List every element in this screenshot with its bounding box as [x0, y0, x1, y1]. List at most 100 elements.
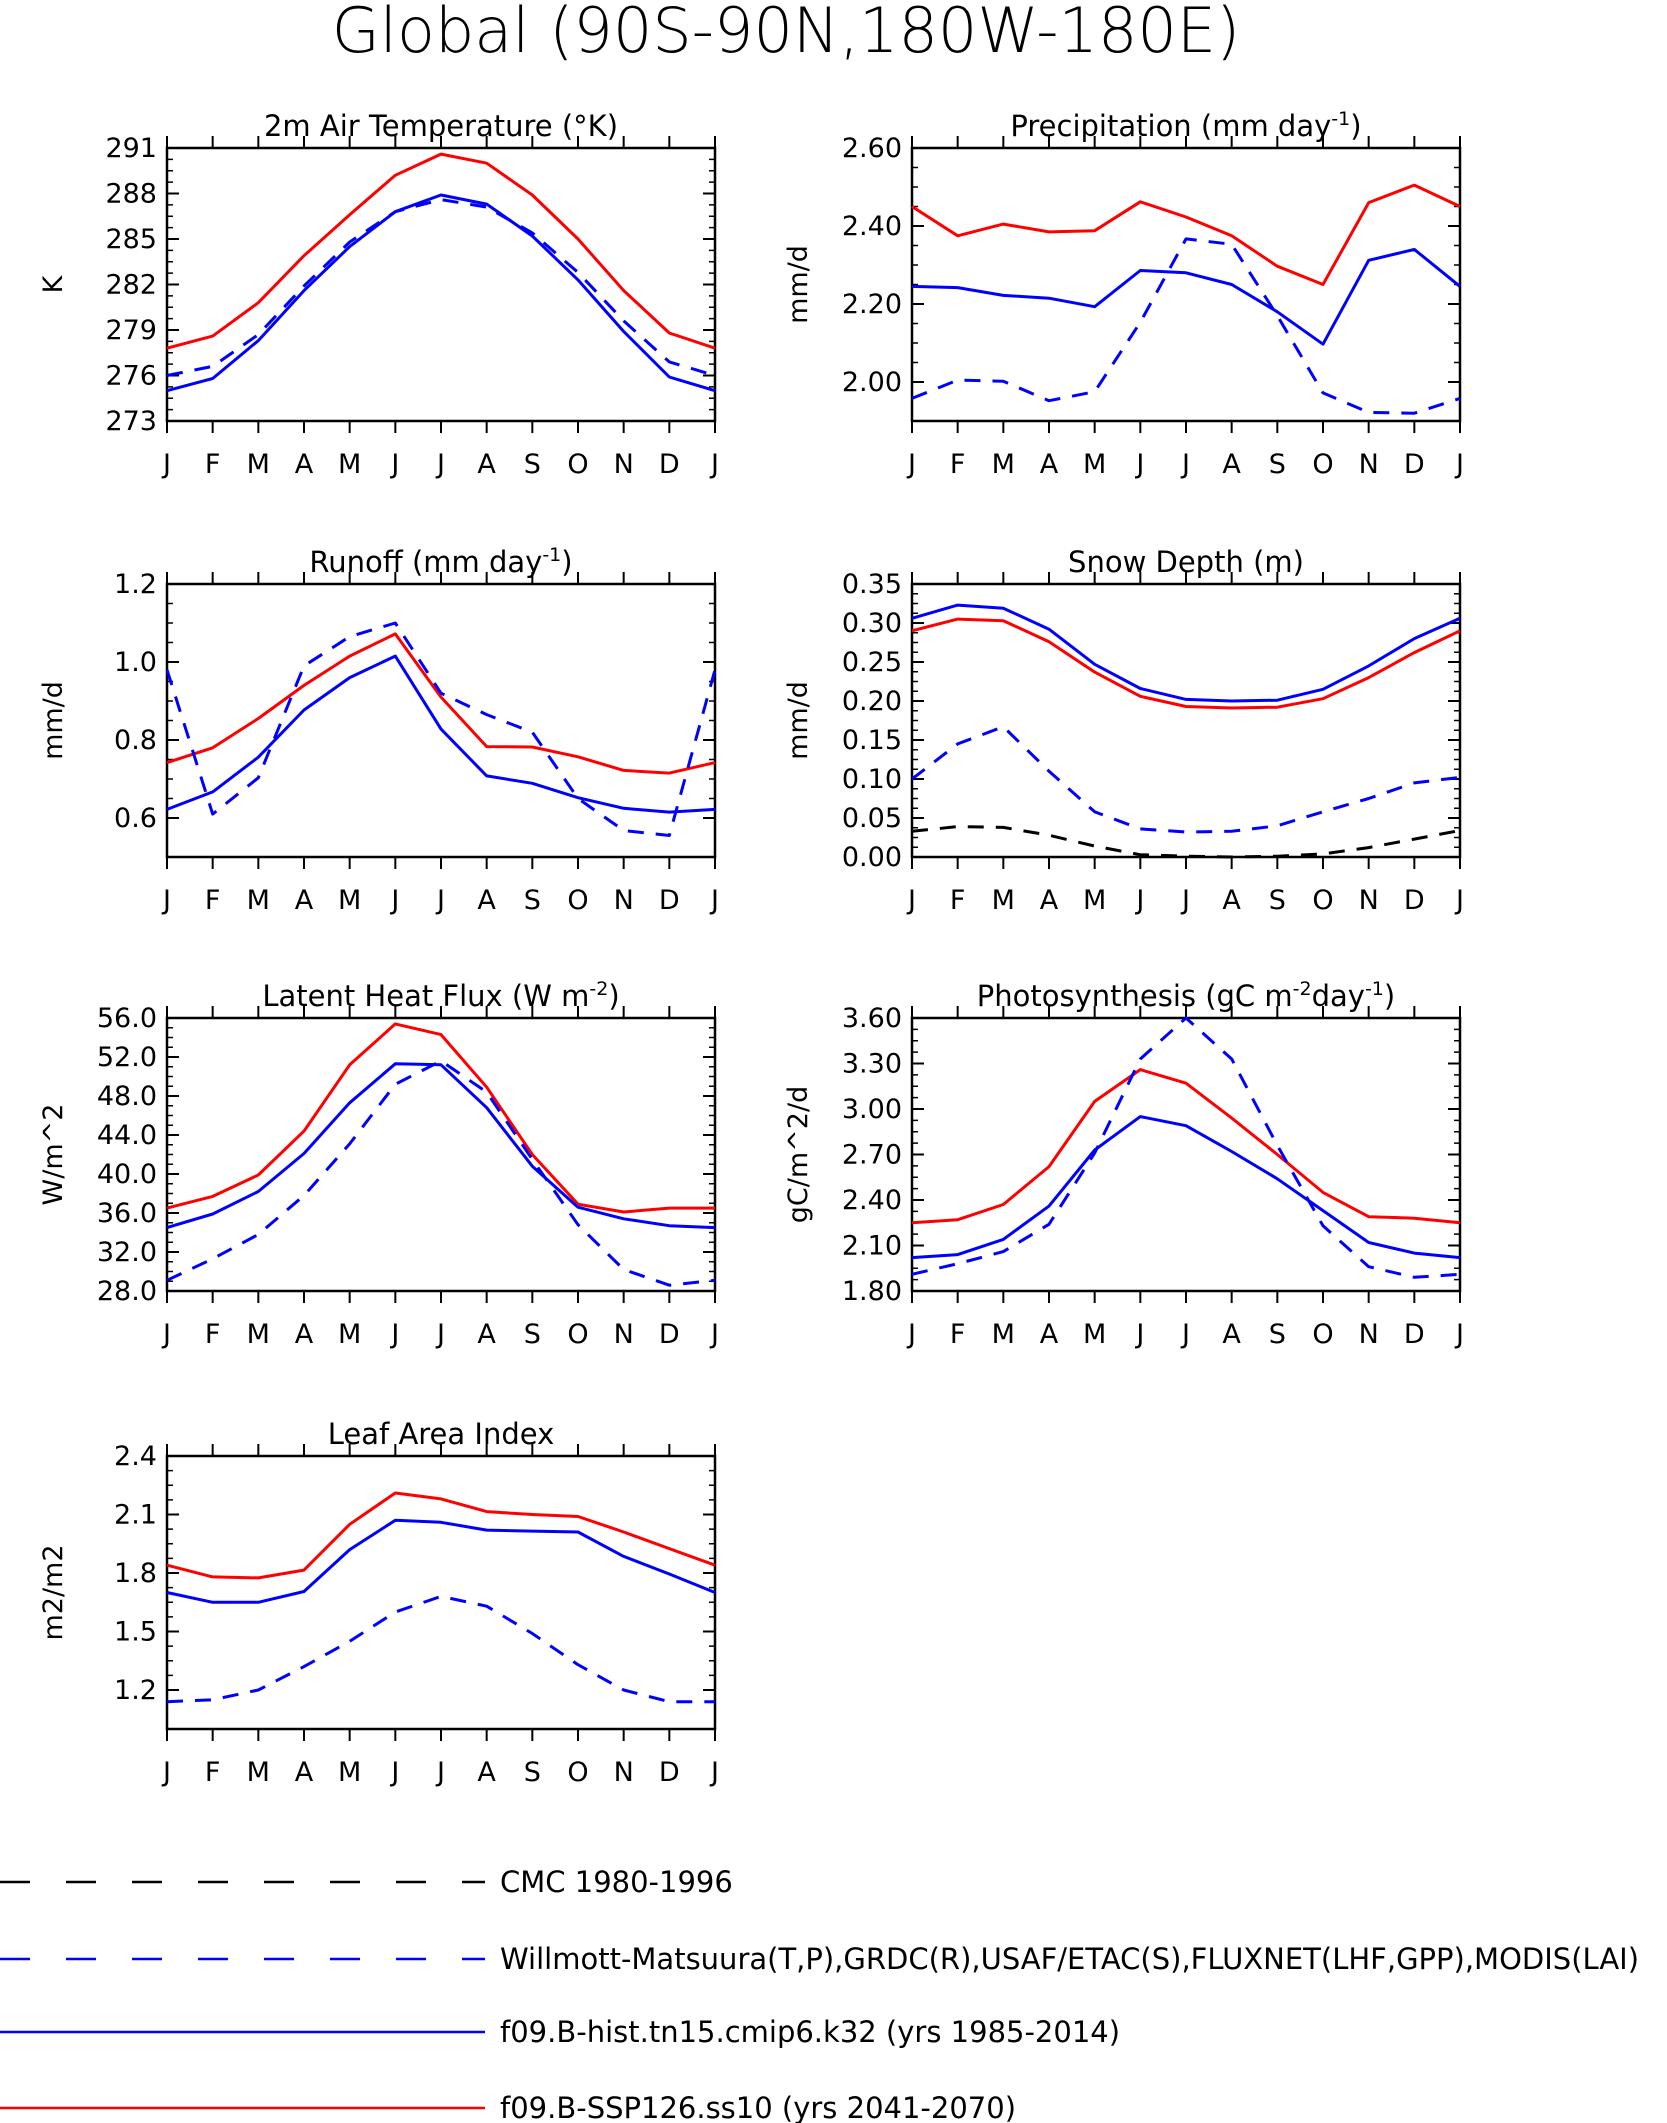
- y-tick-label: 0.05: [842, 803, 902, 834]
- x-tick-label: D: [1404, 449, 1425, 480]
- x-tick-label: N: [614, 449, 634, 480]
- x-tick-label: F: [205, 1319, 221, 1350]
- y-tick-label: 48.0: [97, 1081, 157, 1112]
- series-line-red-solid: [911, 183, 1461, 286]
- x-tick-label: M: [1083, 449, 1106, 480]
- x-tick-label: S: [1269, 1319, 1286, 1350]
- y-tick-label: 28.0: [97, 1276, 157, 1307]
- x-tick-label: J: [161, 449, 171, 480]
- x-tick-label: A: [1040, 885, 1059, 916]
- x-tick-label: F: [950, 1319, 966, 1350]
- x-tick-label: J: [906, 1319, 916, 1350]
- x-tick-label: J: [1134, 1319, 1144, 1350]
- x-tick-label: M: [247, 885, 270, 916]
- chart-panel-5: Latent Heat Flux (W m-2) 28.0 32.0 36.0 40.0…: [38, 978, 719, 1350]
- x-tick-label: D: [659, 885, 680, 916]
- chart-panel-4: Snow Depth (m)0.000.050.100.150.200.250.…: [783, 545, 1464, 916]
- y-tick-label: 2.4: [114, 1441, 157, 1472]
- y-tick-label: 0.00: [842, 842, 902, 873]
- y-tick-label: 0.25: [842, 647, 902, 678]
- y-tick-label: 2.60: [842, 133, 902, 164]
- y-tick-label: 0.8: [114, 725, 157, 756]
- x-tick-label: A: [477, 885, 496, 916]
- series-line-blue-solid: [166, 1062, 716, 1230]
- x-tick-label: F: [950, 449, 966, 480]
- y-tick-label: 285: [105, 224, 157, 255]
- y-tick-label: 2.1: [114, 1500, 157, 1531]
- x-tick-label: D: [1404, 885, 1425, 916]
- y-tick-label: 3.60: [842, 1003, 902, 1034]
- x-tick-label: A: [477, 1319, 496, 1350]
- legend: CMC 1980-1996 Willmott-Matsuura(T,P),GRDC…: [0, 1865, 1639, 2123]
- series-line-blue-dash: [165, 621, 717, 837]
- x-tick-label: O: [567, 885, 588, 916]
- x-tick-label: D: [659, 1757, 680, 1788]
- x-tick-label: J: [435, 1757, 445, 1788]
- figure-title: Global (90S-90N,180W-180E): [332, 0, 1240, 67]
- y-tick-label: 0.15: [842, 725, 902, 756]
- x-tick-label: M: [247, 449, 270, 480]
- x-tick-label: A: [295, 1757, 314, 1788]
- series-line-blue-dash: [911, 725, 1461, 834]
- series-line-blue-dash: [166, 198, 716, 377]
- x-tick-label: M: [1083, 1319, 1106, 1350]
- y-tick-label: 2.40: [842, 1185, 902, 1216]
- x-tick-label: M: [338, 1757, 361, 1788]
- x-tick-label: N: [614, 1757, 634, 1788]
- x-tick-label: M: [992, 449, 1015, 480]
- x-tick-label: M: [338, 449, 361, 480]
- x-tick-label: N: [614, 885, 634, 916]
- x-tick-label: J: [1180, 449, 1190, 480]
- x-tick-label: D: [659, 1319, 680, 1350]
- x-tick-label: J: [389, 1319, 399, 1350]
- x-tick-label: N: [614, 1319, 634, 1350]
- plot-frame: [910, 582, 1462, 859]
- x-tick-label: N: [1359, 885, 1379, 916]
- legend-label: f09.B-hist.tn15.cmip6.k32 (yrs 1985-2014…: [500, 2015, 1120, 2049]
- legend-label: f09.B-SSP126.ss10 (yrs 2041-2070): [500, 2091, 1016, 2123]
- panels: 2m Air Temperature (°K)27327627928228528…: [38, 108, 1464, 1788]
- y-tick-label: 40.0: [97, 1159, 157, 1190]
- x-tick-label: D: [1404, 1319, 1425, 1350]
- x-tick-label: J: [906, 449, 916, 480]
- y-tick-label: 1.5: [114, 1617, 157, 1648]
- x-tick-label: M: [1083, 885, 1106, 916]
- series-line-blue-solid: [911, 603, 1461, 703]
- series-line-red-solid: [166, 152, 716, 350]
- y-tick-label: 1.2: [114, 569, 157, 600]
- series-line-blue-solid: [911, 247, 1461, 346]
- series-line-red-solid: [911, 1068, 1461, 1225]
- series-line-blue-solid: [166, 654, 716, 814]
- x-tick-label: A: [295, 449, 314, 480]
- y-axis-label: mm/d: [783, 681, 814, 760]
- x-tick-label: M: [338, 1319, 361, 1350]
- x-tick-label: J: [161, 1757, 171, 1788]
- series-line-blue-dash: [911, 1016, 1461, 1279]
- x-tick-label: J: [389, 885, 399, 916]
- y-tick-label: 3.00: [842, 1094, 902, 1125]
- x-tick-label: J: [1180, 1319, 1190, 1350]
- x-tick-label: O: [567, 1757, 588, 1788]
- x-tick-label: J: [1180, 885, 1190, 916]
- series-line-red-solid: [166, 632, 716, 775]
- legend-label: Willmott-Matsuura(T,P),GRDC(R),USAF/ETAC…: [500, 1942, 1639, 1976]
- x-tick-label: J: [1454, 885, 1464, 916]
- x-tick-label: J: [161, 1319, 171, 1350]
- series-line-blue-solid: [166, 1518, 716, 1604]
- plot-frame: [910, 1016, 1462, 1293]
- y-tick-label: 52.0: [97, 1042, 157, 1073]
- x-tick-label: J: [435, 885, 445, 916]
- series-line-red-solid: [166, 1022, 715, 1214]
- x-tick-label: J: [709, 885, 719, 916]
- x-tick-label: A: [477, 449, 496, 480]
- panel-title: Photosynthesis (gC m-2day-1): [977, 978, 1395, 1013]
- x-tick-label: A: [1222, 885, 1241, 916]
- x-tick-label: J: [161, 885, 171, 916]
- x-tick-label: S: [524, 885, 541, 916]
- y-tick-label: 44.0: [97, 1120, 157, 1151]
- series-line-blue-solid: [911, 1115, 1461, 1260]
- x-tick-label: M: [338, 885, 361, 916]
- legend-label: CMC 1980-1996: [500, 1865, 733, 1899]
- series-line-red-solid: [166, 1491, 716, 1580]
